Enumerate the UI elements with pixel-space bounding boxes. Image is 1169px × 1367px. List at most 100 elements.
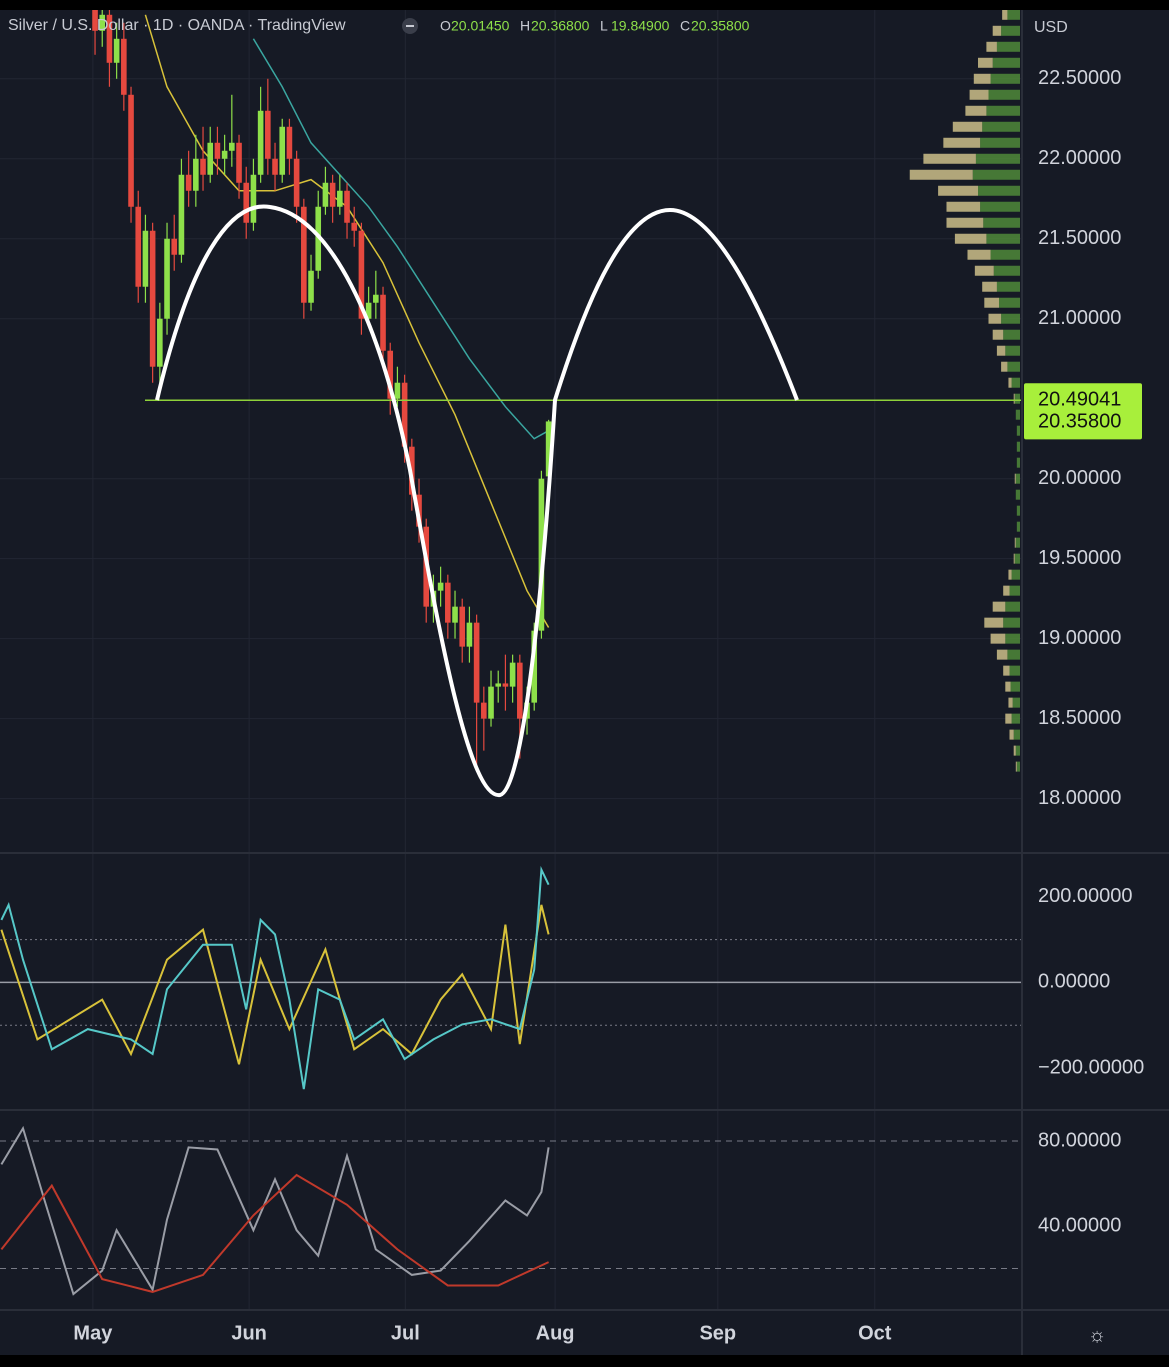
candle-body (495, 683, 502, 687)
x-tick-label: Aug (536, 1322, 575, 1344)
candle-body (502, 683, 509, 687)
candle-body (207, 142, 214, 175)
volume-profile-bar (1016, 521, 1020, 532)
data (0, 9, 1022, 1296)
candle-body (193, 158, 199, 191)
volume-profile-bar (992, 57, 1020, 68)
candle-body (517, 662, 523, 719)
volume-profile-bar (1013, 729, 1020, 740)
candle-body (236, 142, 242, 183)
top-border (0, 0, 1169, 10)
ohlc-value: 20.36800 (531, 18, 590, 34)
candle-body (394, 382, 401, 399)
candle-body (135, 206, 142, 287)
volume-profile-bar (1001, 25, 1020, 36)
volume-profile-bar (1014, 553, 1020, 564)
candle-body (99, 14, 106, 31)
volume-profile-bar (990, 73, 1020, 84)
ohlc-value: 19.84900 (611, 18, 670, 34)
volume-profile-bar (943, 137, 981, 148)
volume-profile-bar (999, 297, 1020, 308)
volume-profile-bar (1010, 681, 1020, 692)
y-tick-label: −200.00000 (1038, 1056, 1144, 1078)
candle-body (337, 190, 343, 207)
candle-body (157, 318, 163, 367)
candle-body (221, 150, 228, 159)
volume-profile-bar (1003, 665, 1010, 676)
candle-body (286, 126, 293, 159)
volume-profile-bar (1008, 377, 1012, 388)
candle-body (243, 182, 250, 223)
volume-profile-bar (1011, 569, 1020, 580)
volume-profile-bar (1001, 313, 1020, 324)
volume-profile-bar (990, 249, 1020, 260)
y-tick-label: 200.00000 (1038, 885, 1133, 907)
volume-profile-bar (988, 89, 1020, 100)
candle-body (322, 182, 329, 207)
settings-icon[interactable]: ☼ (1088, 1324, 1106, 1346)
candle-body (128, 94, 134, 207)
volume-profile-bar (1002, 9, 1008, 20)
candle-body (293, 158, 300, 207)
y-tick-label: 22.00000 (1038, 147, 1121, 169)
candle-body (488, 686, 494, 719)
candle-body (358, 230, 365, 319)
volume-profile-bar (1015, 473, 1020, 484)
candle-body (142, 230, 149, 287)
y-tick-label: 0.00000 (1038, 971, 1110, 993)
volume-profile-bar (996, 345, 1006, 356)
volume-profile-bar (996, 41, 1020, 52)
volume-profile-bar (1015, 761, 1017, 772)
volume-profile-bar (984, 297, 999, 308)
ohlc-value: 20.35800 (691, 18, 750, 34)
volume-profile-bar (1015, 745, 1020, 756)
candle-body (171, 238, 178, 255)
candle-body (214, 142, 221, 159)
volume-profile-bar (1015, 489, 1020, 500)
volume-profile-bar (974, 265, 994, 276)
y-tick-label: 21.50000 (1038, 227, 1121, 249)
y-tick-label: 20.00000 (1038, 467, 1121, 489)
volume-profile-bar (1012, 697, 1020, 708)
volume-profile-bar (1001, 361, 1008, 372)
candle-body (308, 270, 314, 303)
volume-profile-bar (986, 233, 1020, 244)
y-tick-label: 18.50000 (1038, 707, 1121, 729)
ohlc-key: O (440, 18, 451, 34)
candle-body (365, 302, 372, 319)
candle-body (473, 622, 480, 703)
volume-profile-bar (1016, 761, 1020, 772)
candle-body (164, 238, 170, 319)
volume-profile-bar (1008, 569, 1012, 580)
volume-profile-bar (996, 281, 1020, 292)
candle-body (200, 158, 206, 175)
x-tick-label: Oct (858, 1322, 892, 1344)
volume-profile-bar (975, 153, 1020, 164)
candle-body (329, 182, 336, 207)
candle-body (380, 294, 386, 351)
volume-profile-bar (909, 169, 973, 180)
candle-body (437, 582, 444, 591)
ohlc-key: C (680, 18, 690, 34)
volume-profile-bar (990, 633, 1006, 644)
candle-body (121, 38, 127, 95)
status-icon-dash (406, 25, 414, 27)
volume-profile-bar (982, 281, 997, 292)
candle-body (531, 630, 538, 703)
volume-profile-bar (967, 249, 991, 260)
volume-profile-bar (1003, 617, 1020, 628)
candle-body (344, 190, 350, 223)
volume-profile-bar (1015, 537, 1020, 548)
volume-profile-bar (1007, 649, 1020, 660)
volume-profile-bar (988, 313, 1002, 324)
volume-profile-bar (1005, 713, 1012, 724)
volume-profile-bar (1003, 329, 1020, 340)
volume-profile-bar (923, 153, 976, 164)
volume-profile-bar (1005, 681, 1011, 692)
candle-body (351, 222, 358, 231)
volume-profile-bar (996, 649, 1008, 660)
volume-profile-bar (1013, 745, 1016, 756)
candle-body (149, 230, 156, 367)
volume-profile-bar (946, 217, 984, 228)
